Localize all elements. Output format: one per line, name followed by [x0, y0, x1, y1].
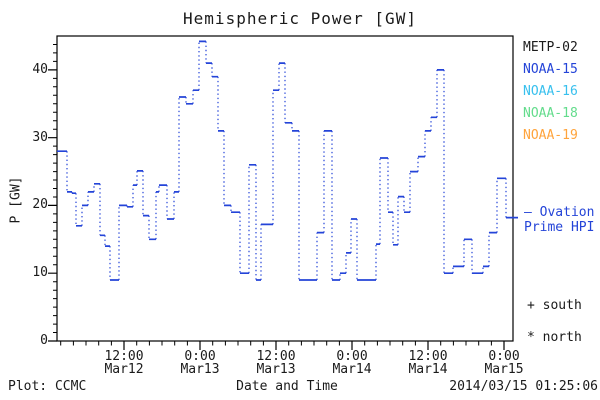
x-tick-label: 0:00 Mar13 — [167, 350, 233, 376]
x-tick-date: Mar14 — [332, 362, 372, 377]
y-tick-label: 30 — [32, 129, 48, 145]
north-symbol-note: * north — [527, 330, 582, 345]
ovation-prime-annotation: — Ovation Prime HPI — [524, 205, 594, 235]
x-axis-title: Date and Time — [236, 379, 338, 394]
x-tick-time: 12:00 — [104, 349, 144, 364]
y-tick-label: 0 — [40, 333, 48, 348]
legend-item-noaa-19: NOAA-19 — [523, 128, 578, 143]
y-tick-label: 40 — [32, 61, 48, 77]
ovation-annotation-line1: — Ovation — [524, 205, 595, 220]
x-tick-label: 12:00 Mar13 — [243, 350, 309, 376]
x-tick-label: 0:00 Mar15 — [471, 350, 537, 376]
legend-item-noaa-15: NOAA-15 — [523, 62, 578, 77]
legend-item-metp-02: METP-02 — [523, 40, 578, 55]
plot-timestamp: 2014/03/15 01:25:06 — [449, 379, 598, 394]
x-tick-date: Mar15 — [484, 362, 524, 377]
x-tick-label: 12:00 Mar14 — [395, 350, 461, 376]
minor-ticks — [53, 44, 492, 346]
plot-source-label: Plot: CCMC — [8, 379, 87, 394]
x-tick-time: 0:00 — [488, 349, 520, 364]
major-ticks — [48, 69, 505, 350]
hpi-step-connectors — [66, 41, 507, 280]
legend-item-noaa-16: NOAA-16 — [523, 84, 578, 99]
ovation-annotation-line2: Prime HPI — [524, 220, 595, 235]
x-tick-label: 0:00 Mar14 — [319, 350, 385, 376]
chart-title: Hemispheric Power [GW] — [183, 9, 417, 28]
x-tick-date: Mar14 — [408, 362, 448, 377]
y-tick-label: 10 — [32, 265, 48, 281]
x-tick-date: Mar12 — [104, 362, 144, 377]
x-tick-date: Mar13 — [256, 362, 296, 377]
legend-item-noaa-18: NOAA-18 — [523, 106, 578, 121]
hpi-step-line — [57, 40, 518, 281]
x-tick-date: Mar13 — [180, 362, 220, 377]
x-tick-time: 0:00 — [184, 349, 216, 364]
y-tick-label: 20 — [32, 197, 48, 213]
south-symbol-note: + south — [527, 298, 582, 313]
x-tick-time: 12:00 — [256, 349, 296, 364]
x-tick-time: 0:00 — [336, 349, 368, 364]
x-tick-time: 12:00 — [408, 349, 448, 364]
x-tick-label: 12:00 Mar12 — [91, 350, 157, 376]
